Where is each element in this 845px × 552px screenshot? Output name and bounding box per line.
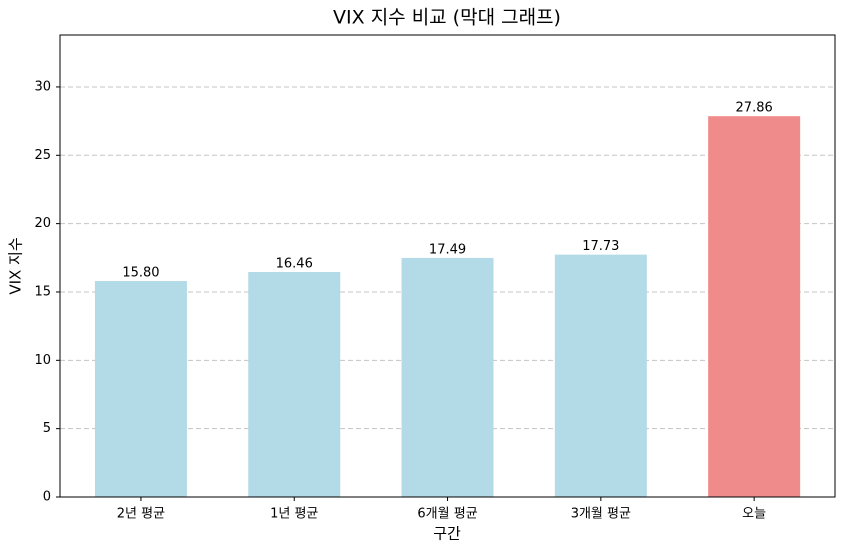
bar: [248, 272, 341, 497]
x-tick-label: 오늘: [742, 507, 766, 522]
y-tick-label: 25: [34, 148, 51, 163]
y-tick-label: 5: [43, 421, 51, 436]
value-label: 17.73: [582, 239, 619, 254]
value-label: 15.80: [122, 266, 159, 281]
bar: [708, 116, 801, 498]
x-axis-label: 구간: [433, 525, 461, 543]
plot-frame: [59, 34, 836, 498]
y-tick-label: 0: [43, 490, 51, 505]
x-tick-label: 3개월 평균: [571, 507, 631, 522]
y-tick-label: 30: [34, 79, 51, 94]
y-tick-label: 15: [34, 284, 51, 299]
y-tick-label: 10: [34, 353, 51, 368]
value-label: 27.86: [736, 101, 773, 116]
bar: [554, 254, 647, 497]
y-tick-label: 20: [34, 216, 51, 231]
chart-title: VIX 지수 비교 (막대 그래프): [333, 7, 561, 29]
bar: [94, 281, 187, 497]
value-label: 16.46: [276, 257, 313, 272]
x-tick-label: 1년 평균: [270, 507, 318, 522]
x-tick-label: 6개월 평균: [417, 507, 477, 522]
value-label: 17.49: [429, 242, 466, 257]
x-tick-label: 2년 평균: [117, 507, 165, 522]
y-axis-label: VIX 지수: [7, 237, 25, 294]
bar: [401, 257, 494, 497]
